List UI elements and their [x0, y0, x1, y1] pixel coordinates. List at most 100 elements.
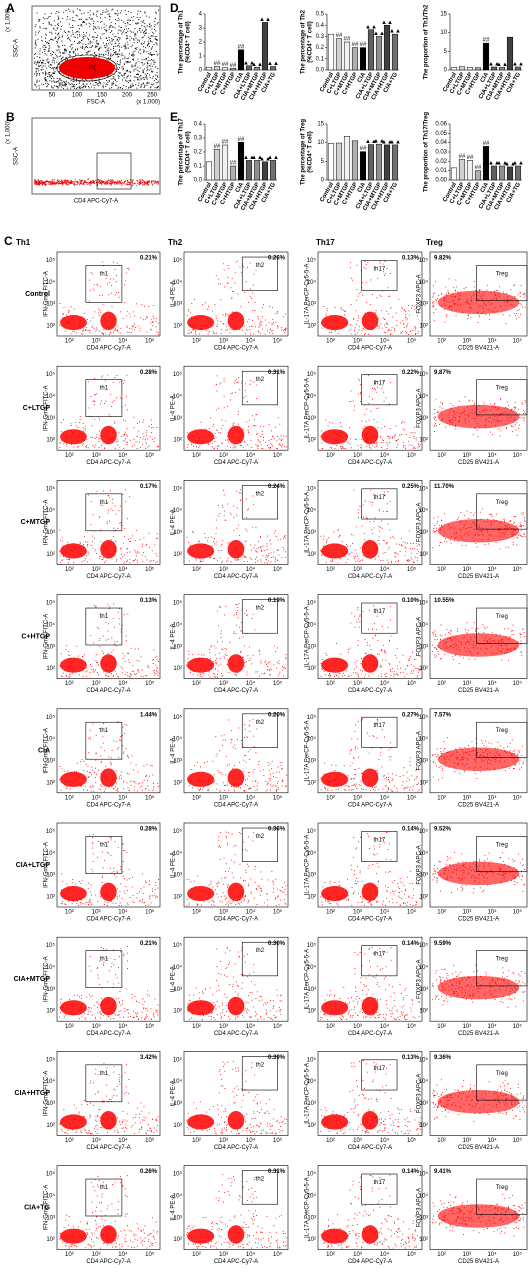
event-dot: [105, 47, 107, 49]
event-dot: [360, 559, 362, 561]
event-dot: [150, 48, 152, 50]
event-dot: [209, 557, 211, 559]
event-dot: [515, 401, 517, 403]
event-dot: [97, 182, 99, 184]
event-dot: [44, 50, 46, 52]
event-dot: [68, 655, 70, 656]
event-dot: [131, 66, 133, 68]
bar: [237, 141, 245, 181]
event-dot: [108, 57, 110, 59]
event-dot: [81, 87, 83, 89]
event-dot: [359, 547, 361, 549]
event-dot: [62, 326, 64, 327]
event-dot: [126, 35, 128, 37]
event-dot: [39, 183, 41, 185]
event-dot: [59, 539, 61, 541]
event-dot: [249, 325, 251, 327]
event-dot: [71, 180, 73, 182]
event-dot: [252, 319, 253, 321]
event-dot: [396, 446, 398, 448]
significance: ▲▲: [496, 62, 508, 68]
event-dot: [276, 559, 278, 561]
gate-label: th1: [100, 271, 109, 277]
event-dot: [441, 524, 442, 526]
event-dot: [386, 323, 387, 325]
event-dot: [142, 319, 144, 321]
event-dot: [464, 410, 466, 412]
event-dot: [377, 540, 379, 541]
event-dot: [516, 434, 518, 436]
event-dot: [79, 9, 81, 11]
event-dot: [96, 16, 98, 18]
event-dot: [120, 30, 122, 32]
event-dot: [86, 329, 88, 331]
event-dot: [48, 181, 50, 183]
event-dot: [41, 63, 43, 65]
event-dot: [89, 41, 91, 43]
panel-label: A: [6, 1, 15, 15]
event-dot: [392, 316, 394, 318]
event-dot: [321, 442, 323, 444]
event-dot: [79, 87, 81, 89]
event-dot: [129, 35, 131, 37]
event-dot: [43, 28, 45, 30]
event-dot: [80, 39, 82, 41]
event-dot: [446, 541, 448, 543]
event-dot: [125, 69, 127, 71]
event-dot: [140, 182, 142, 184]
event-dot: [124, 660, 126, 662]
event-dot: [138, 19, 140, 21]
event-dot: [118, 44, 120, 46]
event-dot: [119, 505, 121, 507]
event-dot: [404, 445, 406, 447]
event-dot: [390, 436, 391, 438]
event-dot: [128, 332, 130, 333]
event-dot: [106, 29, 108, 31]
event-dot: [67, 184, 69, 186]
event-dot: [144, 305, 145, 307]
event-dot: [188, 329, 190, 331]
event-dot: [105, 180, 107, 182]
event-dot: [393, 327, 395, 329]
event-dot: [100, 182, 102, 184]
event-dot: [523, 293, 525, 295]
event-dot: [474, 402, 476, 404]
event-dot: [67, 81, 69, 83]
event-dot: [261, 550, 263, 552]
event-dot: [156, 331, 158, 333]
event-dot: [126, 311, 128, 313]
significance: ▲▲: [496, 161, 508, 167]
significance: ▲▲: [267, 155, 279, 161]
event-dot: [137, 41, 139, 43]
event-dot: [462, 411, 464, 413]
event-dot: [116, 275, 118, 276]
event-dot: [522, 535, 524, 537]
event-dot: [382, 290, 384, 292]
event-dot: [284, 537, 286, 539]
event-dot: [518, 316, 520, 318]
event-dot: [56, 61, 58, 63]
event-dot: [97, 10, 99, 12]
event-dot: [85, 86, 87, 88]
event-dot: [386, 448, 388, 450]
event-dot: [64, 59, 66, 61]
event-dot: [405, 434, 407, 435]
bar: [359, 47, 367, 71]
event-dot: [236, 527, 238, 529]
event-dot: [156, 23, 158, 25]
event-dot: [82, 43, 84, 45]
event-dot: [105, 333, 107, 335]
event-dot: [157, 537, 159, 539]
event-dot: [372, 294, 373, 296]
event-dot: [155, 36, 157, 38]
x-tick-label: 10²: [326, 453, 335, 459]
event-dot: [275, 312, 277, 314]
event-dot: [221, 561, 223, 563]
event-dot: [358, 317, 360, 319]
event-dot: [266, 543, 268, 545]
event-dot: [39, 26, 41, 28]
event-dot: [145, 76, 147, 78]
event-dot: [452, 296, 454, 298]
event-dot: [84, 85, 86, 87]
event-dot: [208, 428, 210, 429]
